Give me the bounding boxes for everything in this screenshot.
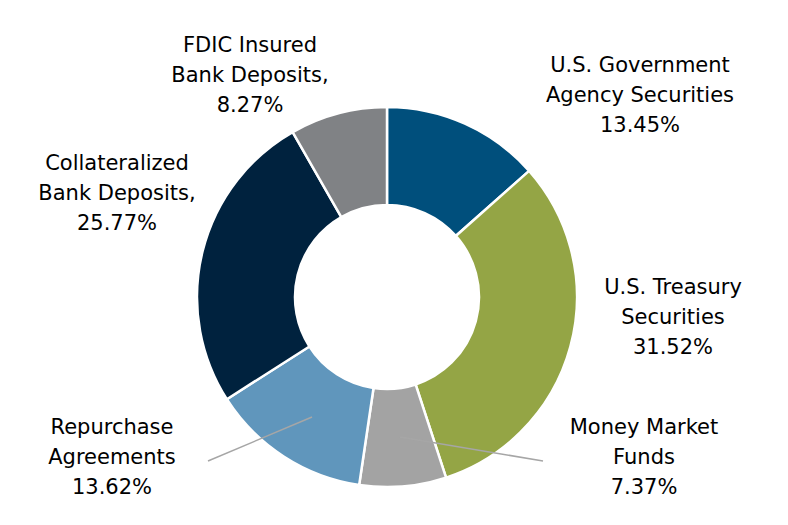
value-label: 7.37% [611,475,678,499]
value-label: 31.52% [633,335,713,359]
slice-label: U.S. TreasurySecurities [604,275,742,329]
slice-label: CollateralizedBank Deposits, [38,151,195,205]
value-label: 13.45% [600,113,680,137]
slice-label: U.S. GovernmentAgency Securities [546,53,734,107]
slice-label: RepurchaseAgreements [48,415,176,469]
slice [293,107,387,217]
donut [197,107,577,487]
leader-line [400,437,543,461]
value-label: 8.27% [217,93,284,117]
slice [416,171,577,478]
labels: U.S. GovernmentAgency Securities 13.45% U.… [38,33,742,499]
value-label: 25.77% [77,211,157,235]
chart: U.S. GovernmentAgency Securities 13.45% U.… [0,0,788,525]
slice-label: FDIC InsuredBank Deposits, [171,33,328,87]
slice-label: Money MarketFunds [570,415,719,469]
value-label: 13.62% [72,475,152,499]
leader-line [208,417,312,461]
